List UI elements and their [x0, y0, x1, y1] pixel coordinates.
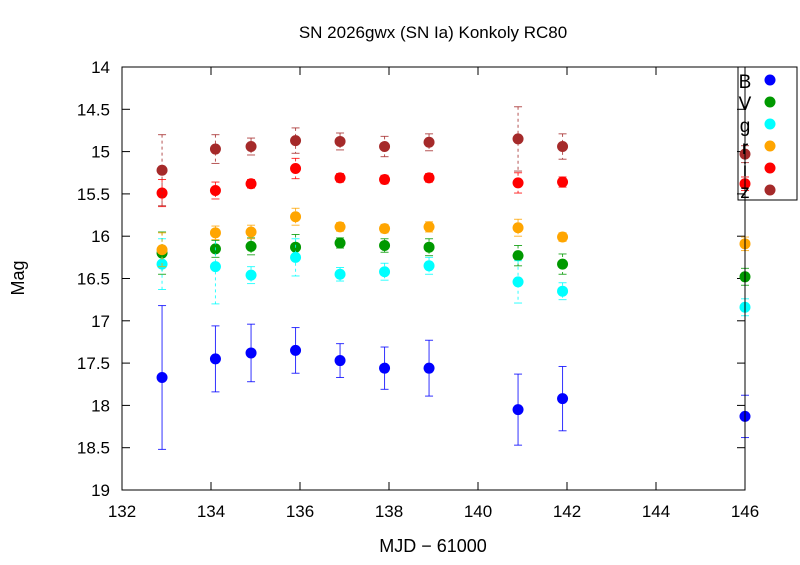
y-tick-label: 18 — [91, 396, 110, 415]
x-tick-label: 144 — [642, 502, 670, 521]
legend-label: V — [739, 94, 752, 115]
data-point-r — [156, 244, 168, 256]
data-point-g — [557, 285, 569, 297]
legend-label: z — [740, 182, 750, 203]
data-point-g — [245, 269, 257, 281]
y-axis-label: Mag — [8, 260, 28, 295]
data-point-r — [379, 223, 391, 235]
y-tick-label: 16.5 — [77, 270, 110, 289]
legend-marker-g — [764, 118, 776, 130]
data-point-g — [209, 261, 221, 273]
y-tick-label: 15 — [91, 143, 110, 162]
x-tick-label: 132 — [108, 502, 136, 521]
data-point-V — [379, 240, 391, 252]
data-point-g — [379, 266, 391, 278]
data-point-B — [334, 355, 346, 367]
legend-label: i — [743, 160, 747, 181]
legend-label: B — [739, 72, 752, 93]
data-point-V — [245, 240, 257, 252]
data-point-B — [423, 362, 435, 374]
y-tick-label: 15.5 — [77, 185, 110, 204]
y-tick-label: 17.5 — [77, 354, 110, 373]
data-point-V — [557, 258, 569, 270]
data-point-B — [557, 393, 569, 405]
data-point-i — [209, 185, 221, 197]
data-point-g — [512, 276, 524, 288]
x-axis-label: MJD − 61000 — [379, 536, 487, 556]
x-tick-label: 134 — [197, 502, 225, 521]
y-tick-label: 14 — [91, 58, 110, 77]
data-point-r — [290, 211, 302, 223]
legend-marker-z — [764, 184, 776, 196]
data-point-i — [245, 178, 257, 190]
data-point-i — [156, 187, 168, 199]
data-point-g — [334, 268, 346, 280]
data-point-g — [290, 251, 302, 263]
data-point-i — [423, 172, 435, 184]
y-tick-label: 18.5 — [77, 439, 110, 458]
data-point-B — [290, 344, 302, 356]
x-tick-label: 136 — [286, 502, 314, 521]
data-point-B — [209, 353, 221, 365]
legend-marker-i — [764, 162, 776, 174]
data-point-g — [423, 260, 435, 272]
data-point-r — [557, 231, 569, 243]
y-tick-label: 17 — [91, 312, 110, 331]
data-point-r — [512, 222, 524, 234]
data-point-z — [156, 164, 168, 176]
data-point-i — [557, 176, 569, 188]
data-point-i — [290, 163, 302, 175]
data-point-i — [379, 174, 391, 186]
data-point-z — [290, 135, 302, 147]
x-tick-label: 140 — [464, 502, 492, 521]
plot-frame — [121, 66, 746, 491]
data-point-B — [379, 362, 391, 374]
data-point-z — [379, 141, 391, 153]
y-tick-label: 19 — [91, 481, 110, 500]
legend-box — [737, 66, 798, 201]
data-point-V — [512, 250, 524, 262]
data-point-z — [245, 141, 257, 153]
data-point-i — [512, 177, 524, 189]
legend-label: r — [742, 138, 749, 159]
data-point-z — [423, 136, 435, 148]
x-tick-label: 138 — [375, 502, 403, 521]
data-point-i — [334, 172, 346, 184]
legend-label: g — [740, 116, 751, 137]
x-tick-label: 146 — [731, 502, 759, 521]
data-point-z — [557, 141, 569, 153]
data-point-V — [334, 237, 346, 249]
data-point-z — [512, 133, 524, 145]
data-point-B — [156, 371, 168, 383]
legend-marker-r — [764, 140, 776, 152]
data-point-V — [423, 241, 435, 253]
data-point-r — [209, 227, 221, 239]
data-point-r — [334, 221, 346, 233]
y-tick-label: 14.5 — [77, 100, 110, 119]
y-tick-label: 16 — [91, 227, 110, 246]
data-point-B — [512, 404, 524, 416]
legend-marker-V — [764, 96, 776, 108]
chart-title: SN 2026gwx (SN Ia) Konkoly RC80 — [299, 23, 567, 42]
legend-marker-B — [764, 74, 776, 86]
data-point-z — [334, 135, 346, 147]
data-point-r — [245, 226, 257, 238]
data-point-B — [245, 347, 257, 359]
data-point-r — [423, 221, 435, 233]
x-tick-label: 142 — [553, 502, 581, 521]
data-point-z — [209, 143, 221, 155]
